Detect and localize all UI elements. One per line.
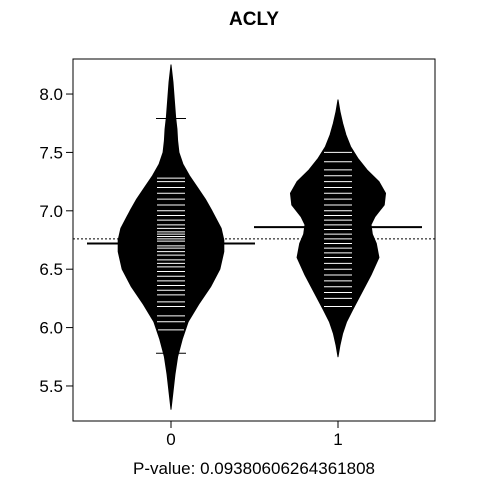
bean-1 xyxy=(289,99,387,358)
y-tick-label: 8.0 xyxy=(39,85,63,104)
y-tick-label: 7.5 xyxy=(39,143,63,162)
y-tick-label: 6.0 xyxy=(39,319,63,338)
bean-0 xyxy=(117,64,225,410)
axes: 5.5 6.0 6.5 7.0 7.5 8.0 0 1 xyxy=(39,58,436,449)
plot-frame xyxy=(72,58,436,422)
plot-area xyxy=(73,64,435,410)
p-value-label: P-value: 0.0938060626436180​8 xyxy=(133,459,375,478)
y-tick-label: 7.0 xyxy=(39,202,63,221)
x-tick-label: 1 xyxy=(333,430,342,449)
x-tick-label: 0 xyxy=(166,430,175,449)
y-tick-label: 6.5 xyxy=(39,260,63,279)
chart-title: ACLY xyxy=(229,9,279,30)
y-tick-label: 5.5 xyxy=(39,377,63,396)
